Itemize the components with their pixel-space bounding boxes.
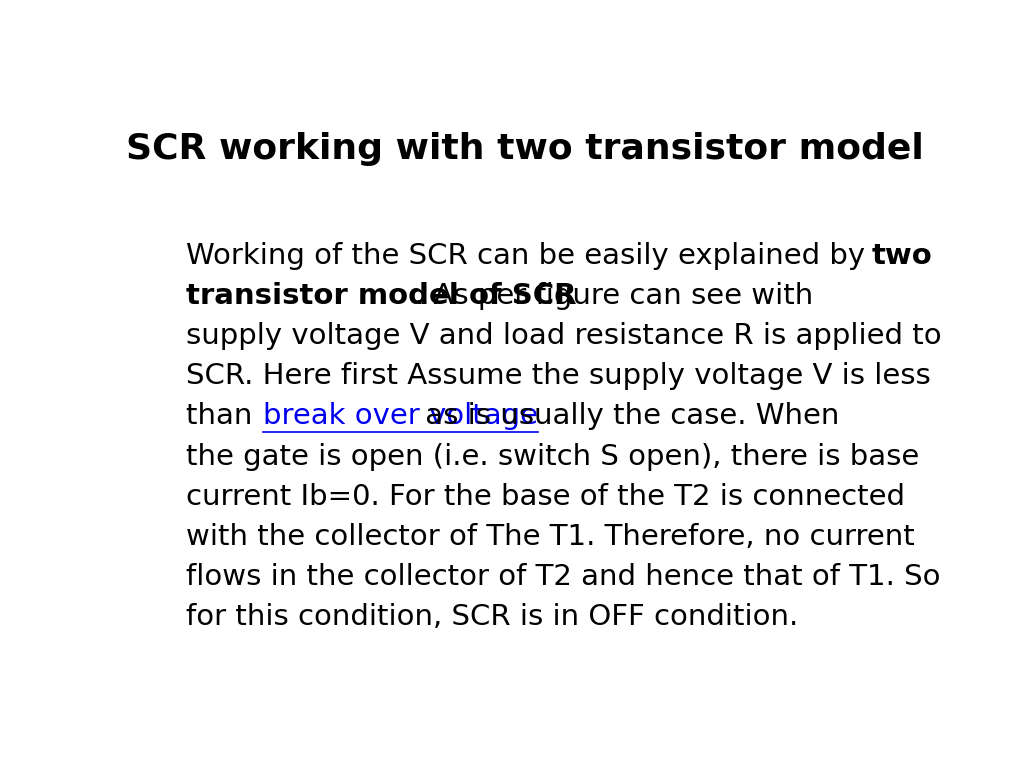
Text: the gate is open (i.e. switch S open), there is base: the gate is open (i.e. switch S open), t… [186, 442, 920, 471]
Text: transistor model of SCR: transistor model of SCR [186, 283, 577, 310]
Text: flows in the collector of T2 and hence that of T1. So: flows in the collector of T2 and hence t… [186, 563, 941, 591]
Text: than: than [186, 402, 262, 431]
Text: supply voltage V and load resistance R is applied to: supply voltage V and load resistance R i… [186, 323, 942, 350]
Text: as is usually the case. When: as is usually the case. When [416, 402, 839, 431]
Text: with the collector of The T1. Therefore, no current: with the collector of The T1. Therefore,… [186, 522, 914, 551]
Text: current Ib=0. For the base of the T2 is connected: current Ib=0. For the base of the T2 is … [186, 482, 905, 511]
Text: . As per figure can see with: . As per figure can see with [415, 283, 813, 310]
Text: SCR. Here first Assume the supply voltage V is less: SCR. Here first Assume the supply voltag… [186, 362, 931, 390]
Text: break over voltage: break over voltage [263, 402, 538, 431]
Text: two: two [871, 243, 932, 270]
Text: for this condition, SCR is in OFF condition.: for this condition, SCR is in OFF condit… [186, 603, 799, 631]
Text: Working of the SCR can be easily explained by: Working of the SCR can be easily explain… [186, 243, 874, 270]
Text: SCR working with two transistor model: SCR working with two transistor model [126, 132, 924, 166]
